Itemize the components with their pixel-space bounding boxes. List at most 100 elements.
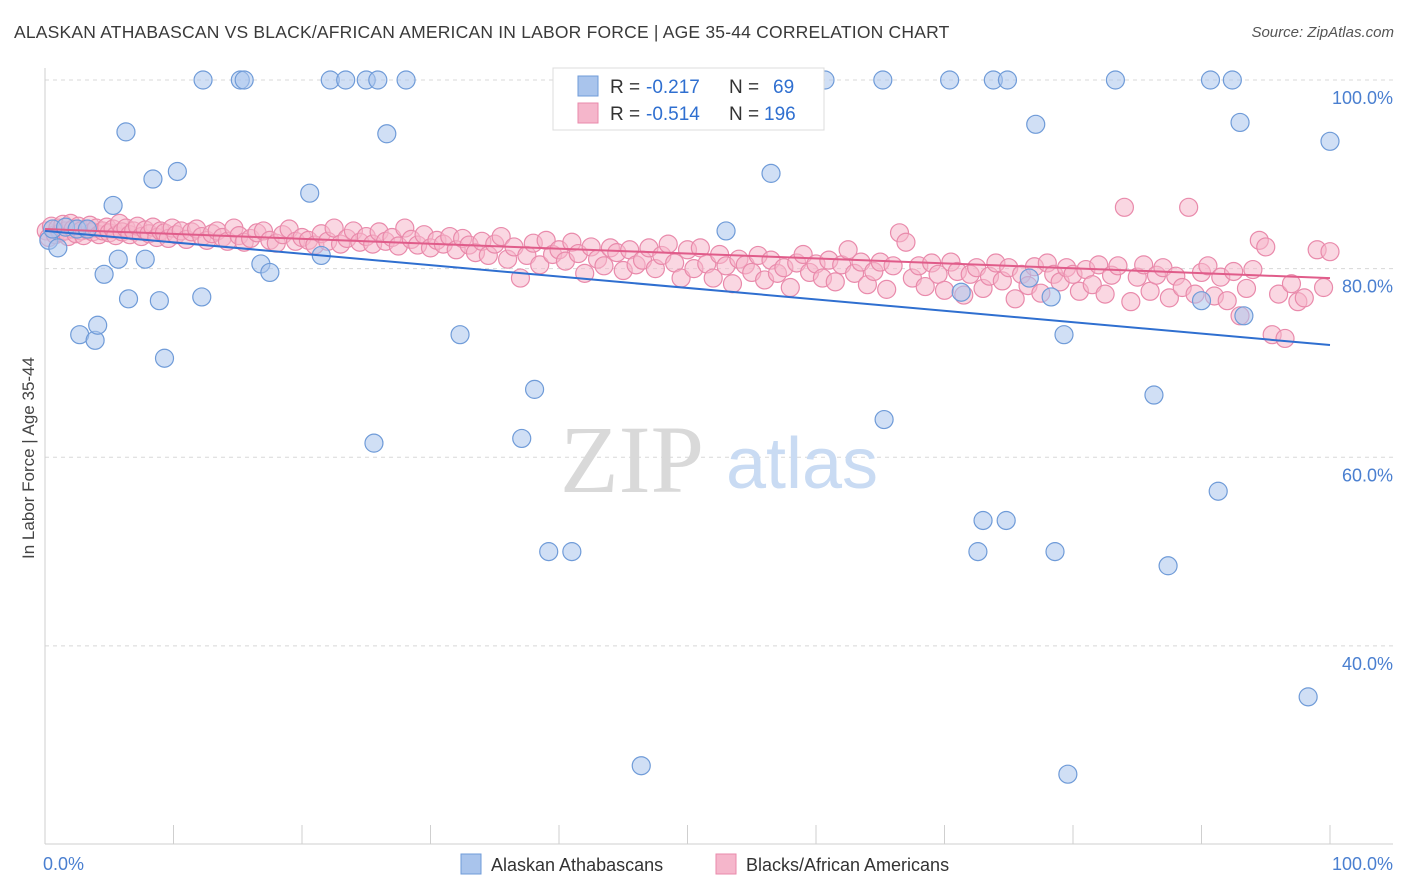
athabascan-point-18 — [167, 161, 187, 182]
athabascan-point-35 — [524, 379, 545, 399]
blacks-point-190 — [1114, 197, 1135, 217]
athabascan-point-62 — [1200, 70, 1221, 90]
chart-title: ALASKAN ATHABASCAN VS BLACK/AFRICAN AMER… — [14, 22, 950, 42]
athabascan-point-61 — [1191, 291, 1212, 311]
blacks-point-187 — [1095, 284, 1115, 304]
legend-n-label-2: N = — [729, 104, 759, 125]
source-note: Source: ZipAtlas.com — [1251, 24, 1394, 41]
blacks-point-215 — [1275, 328, 1295, 349]
legend-n-label-1: N = — [729, 77, 759, 98]
athabascan-point-50 — [996, 510, 1016, 531]
athabascan-point-55 — [1045, 542, 1065, 562]
legend-r-label-2: R = — [610, 104, 640, 125]
series-legend: Alaskan Athabascans Blacks/African Ameri… — [460, 853, 949, 875]
athabascan-point-54 — [1041, 287, 1061, 307]
legend-r-value-2: -0.514 — [646, 104, 700, 125]
blacks-point-173 — [1005, 289, 1025, 309]
blacks-point-189 — [1108, 256, 1128, 276]
blacks-point-129 — [722, 274, 743, 294]
blacks-point-200 — [1179, 197, 1199, 217]
blacks-point-207 — [1224, 261, 1244, 282]
blacks-point-156 — [896, 232, 916, 252]
athabascan-point-33 — [396, 70, 416, 90]
athabascan-point-25 — [300, 183, 320, 203]
blacks-point-209 — [1236, 278, 1257, 299]
athabascan-point-40 — [716, 221, 736, 241]
blacks-point-185 — [1082, 275, 1102, 295]
athabascan-point-19 — [192, 287, 212, 307]
athabascan-point-2 — [48, 238, 68, 258]
athabascan-point-67 — [1320, 131, 1340, 151]
athabascan-point-47 — [973, 510, 993, 531]
blacks-point-154 — [883, 256, 903, 276]
y-tick-label-2: 80.0% — [1342, 277, 1393, 297]
blacks-point-145 — [825, 272, 845, 292]
athabascan-point-52 — [1019, 268, 1039, 288]
athabascan-point-36 — [512, 428, 532, 449]
grid-lines — [45, 79, 1393, 647]
athabascan-point-28 — [336, 70, 356, 90]
athabascan-point-65 — [1230, 112, 1250, 133]
blacks-point-221 — [1313, 277, 1334, 298]
athabascan-point-45 — [940, 70, 960, 90]
blacks-point-220 — [1320, 242, 1340, 262]
athabascan-point-32 — [377, 124, 397, 144]
blacks-point-212 — [1256, 237, 1276, 257]
y-tick-label-3: 100.0% — [1332, 88, 1393, 108]
athabascan-point-10 — [103, 195, 123, 216]
athabascan-point-58 — [1105, 70, 1126, 90]
bottom-legend-label-blue: Alaskan Athabascans — [491, 855, 663, 875]
regression-lines — [44, 228, 1331, 347]
y-axis-label: In Labor Force | Age 35-44 — [19, 357, 38, 559]
x-tick-label-1: 100.0% — [1332, 854, 1393, 874]
watermark-atlas: atlas — [726, 424, 878, 504]
athabascan-point-16 — [149, 291, 169, 311]
athabascan-point-41 — [761, 163, 781, 183]
athabascan-point-34 — [450, 325, 470, 345]
regression-line-athabascan — [44, 229, 1331, 347]
athabascan-point-17 — [154, 348, 175, 368]
bottom-legend-label-pink: Blacks/African Americans — [746, 855, 949, 875]
blacks-point-203 — [1198, 256, 1218, 276]
tick-labels: 40.0% 60.0% 80.0% 100.0% 0.0% 100.0% — [43, 88, 1393, 874]
blacks-point-119 — [658, 234, 678, 254]
blacks-point-216 — [1281, 274, 1302, 294]
blacks-point-109 — [594, 256, 614, 276]
axes — [44, 68, 1393, 845]
athabascan-point-11 — [108, 249, 128, 269]
athabascan-point-37 — [539, 542, 559, 562]
blacks-point-159 — [915, 276, 935, 297]
legend-n-value-2: 196 — [764, 104, 796, 125]
blacks-point-162 — [934, 280, 955, 300]
athabascan-point-46 — [951, 282, 971, 302]
athabascan-point-44 — [874, 409, 894, 430]
blacks-point-197 — [1159, 288, 1179, 308]
series-blacks-points — [36, 197, 1340, 349]
athabascan-point-53 — [1026, 114, 1046, 134]
blacks-point-194 — [1140, 281, 1160, 301]
blacks-point-138 — [780, 277, 800, 298]
bottom-legend-swatch-pink — [715, 853, 737, 875]
watermark: ZIP atlas — [560, 406, 878, 513]
blacks-point-218 — [1294, 288, 1314, 308]
athabascan-point-66 — [1234, 306, 1254, 326]
y-tick-label-0: 40.0% — [1342, 654, 1393, 674]
athabascan-point-15 — [143, 169, 163, 189]
legend-swatch-pink — [577, 102, 599, 124]
legend-swatch-blue — [577, 75, 599, 97]
athabascan-point-20 — [193, 70, 213, 90]
athabascan-point-56 — [1054, 325, 1074, 345]
athabascan-point-13 — [118, 289, 139, 309]
blacks-point-214 — [1268, 284, 1289, 304]
athabascan-point-59 — [1144, 385, 1164, 405]
blacks-point-193 — [1134, 255, 1154, 275]
regression-line-blacks — [44, 228, 1331, 280]
athabascan-point-43 — [873, 70, 893, 90]
athabascan-point-14 — [135, 249, 155, 269]
athabascan-point-63 — [1208, 481, 1228, 501]
blacks-point-191 — [1121, 292, 1141, 312]
blacks-point-153 — [877, 279, 897, 299]
athabascan-point-57 — [1058, 764, 1078, 784]
legend-r-value-1: -0.217 — [646, 77, 700, 98]
